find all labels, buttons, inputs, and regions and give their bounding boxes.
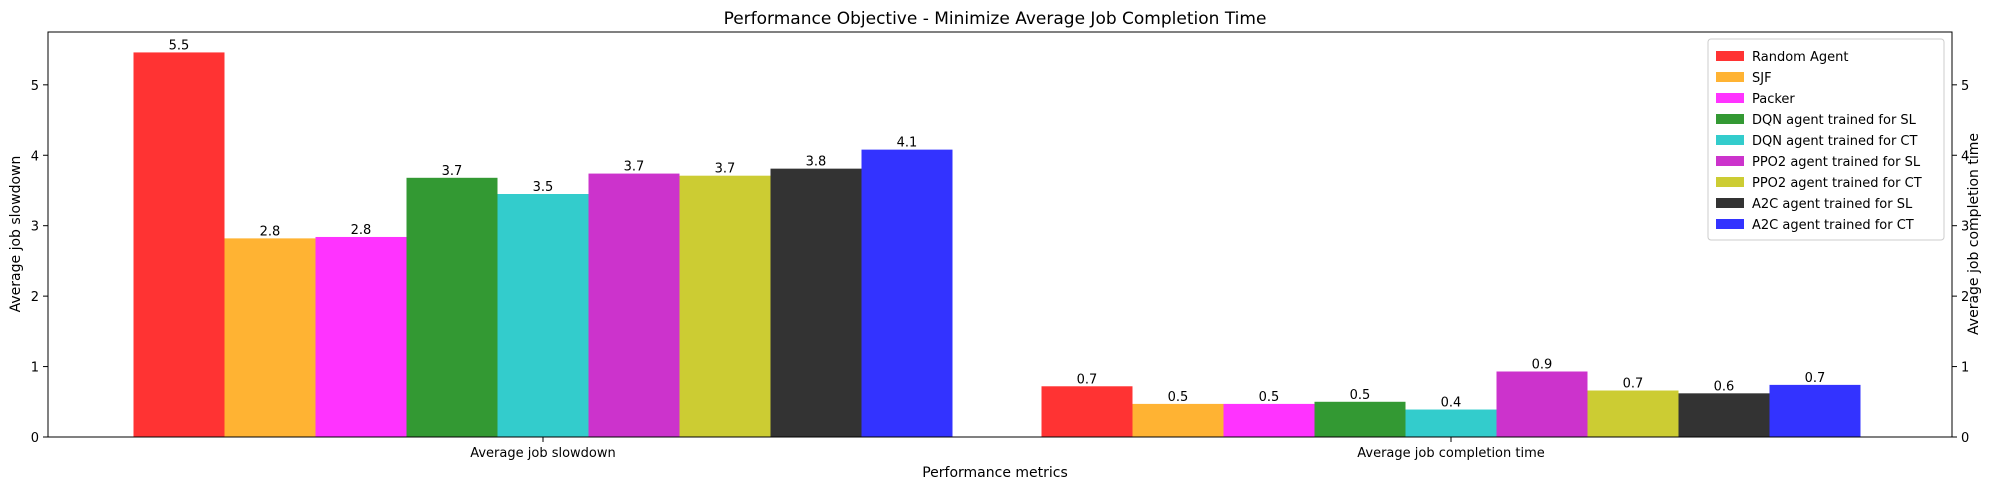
legend-swatch xyxy=(1716,177,1744,187)
bar-value-label: 0.4 xyxy=(1441,396,1462,411)
x-tick-label: Average job slowdown xyxy=(470,446,616,461)
bar-value-label: 4.1 xyxy=(897,136,918,151)
left-y-tick-label: 5 xyxy=(31,79,39,94)
legend-label: DQN agent trained for CT xyxy=(1752,134,1918,149)
x-axis: Average job slowdown Average job completi… xyxy=(470,437,1545,461)
left-y-tick-label: 1 xyxy=(31,361,39,376)
left-y-tick-label: 3 xyxy=(31,220,39,235)
bar-value-label: 5.5 xyxy=(169,38,190,53)
legend-label: Packer xyxy=(1752,92,1795,107)
y-axis-label-left: Average job slowdown xyxy=(8,156,24,313)
left-y-tick-label: 4 xyxy=(31,149,39,164)
right-y-tick-label: 4 xyxy=(1961,149,1969,164)
bars-layer xyxy=(133,52,1861,438)
legend-label: SJF xyxy=(1752,71,1772,86)
bar-8-0 xyxy=(861,149,953,437)
legend-swatch xyxy=(1716,72,1744,82)
bar-value-label: 0.7 xyxy=(1077,372,1098,387)
legend-box xyxy=(1707,38,1945,241)
legend-label: A2C agent trained for CT xyxy=(1752,218,1914,233)
right-y-tick-label: 2 xyxy=(1961,290,1969,305)
bar-2-1 xyxy=(1223,403,1315,437)
chart-title: Performance Objective - Minimize Average… xyxy=(724,9,1267,29)
bar-value-label: 0.5 xyxy=(1350,388,1371,403)
bar-5-0 xyxy=(588,173,680,437)
bar-1-0 xyxy=(224,238,316,437)
bar-8-1 xyxy=(1769,384,1861,437)
legend-label: PPO2 agent trained for SL xyxy=(1752,155,1921,170)
legend: Random Agent SJF Packer DQN agent trained f… xyxy=(1707,38,1945,241)
bar-value-label: 3.7 xyxy=(442,164,463,179)
bar-3-1 xyxy=(1314,401,1406,437)
left-y-tick-label: 2 xyxy=(31,290,39,305)
x-tick-label: Average job completion time xyxy=(1357,446,1545,461)
legend-swatch xyxy=(1716,51,1744,61)
right-y-tick-label: 5 xyxy=(1961,79,1969,94)
bar-value-label: 0.9 xyxy=(1532,357,1553,372)
legend-swatch xyxy=(1716,135,1744,145)
legend-swatch xyxy=(1716,219,1744,229)
bar-value-label: 0.5 xyxy=(1168,390,1189,405)
plot-area-frame xyxy=(47,31,1953,438)
bar-value-label: 3.5 xyxy=(533,180,554,195)
x-axis-label: Performance metrics xyxy=(922,465,1068,481)
bar-4-0 xyxy=(497,194,589,437)
bar-value-label: 3.8 xyxy=(806,155,827,170)
right-y-tick-label: 3 xyxy=(1961,220,1969,235)
legend-label: A2C agent trained for SL xyxy=(1752,197,1913,212)
legend-label: PPO2 agent trained for CT xyxy=(1752,176,1922,191)
bar-value-label: 3.7 xyxy=(624,160,645,175)
bar-1-1 xyxy=(1132,403,1224,437)
right-y-tick-label: 1 xyxy=(1961,361,1969,376)
bar-6-1 xyxy=(1587,390,1679,437)
bar-4-1 xyxy=(1405,409,1497,437)
bar-value-label: 0.5 xyxy=(1259,390,1280,405)
bar-3-0 xyxy=(406,177,498,438)
legend-swatch xyxy=(1716,93,1744,103)
bar-value-label: 0.6 xyxy=(1714,379,1735,394)
legend-swatch xyxy=(1716,198,1744,208)
bar-value-label: 2.8 xyxy=(351,223,372,238)
bar-0-1 xyxy=(1041,386,1133,437)
legend-label: DQN agent trained for SL xyxy=(1752,113,1917,128)
bar-0-0 xyxy=(133,52,225,437)
bar-value-label: 3.7 xyxy=(715,162,736,177)
bar-7-1 xyxy=(1678,393,1770,437)
bar-6-0 xyxy=(679,175,771,437)
bar-value-label: 0.7 xyxy=(1623,377,1644,392)
bar-2-0 xyxy=(315,236,407,437)
bar-value-label: 0.7 xyxy=(1805,371,1826,386)
y-axis-label-right: Average job completion time xyxy=(1966,133,1982,335)
bar-5-1 xyxy=(1496,371,1588,437)
left-y-tick-label: 0 xyxy=(31,431,39,446)
legend-swatch xyxy=(1716,156,1744,166)
bar-labels-layer: 5.5 0.7 2.8 0.5 2.8 0.5 3.7 0.5 3.5 0.4 3.7 0.9 3.7 0… xyxy=(169,38,1826,410)
bar-7-0 xyxy=(770,168,862,437)
right-y-axis: 0 1 2 3 4 5 xyxy=(1952,79,1969,446)
bar-value-label: 2.8 xyxy=(260,224,281,239)
legend-swatch xyxy=(1716,114,1744,124)
right-y-tick-label: 0 xyxy=(1961,431,1969,446)
legend-label: Random Agent xyxy=(1752,50,1848,65)
left-y-axis: 0 1 2 3 4 5 xyxy=(31,79,48,446)
